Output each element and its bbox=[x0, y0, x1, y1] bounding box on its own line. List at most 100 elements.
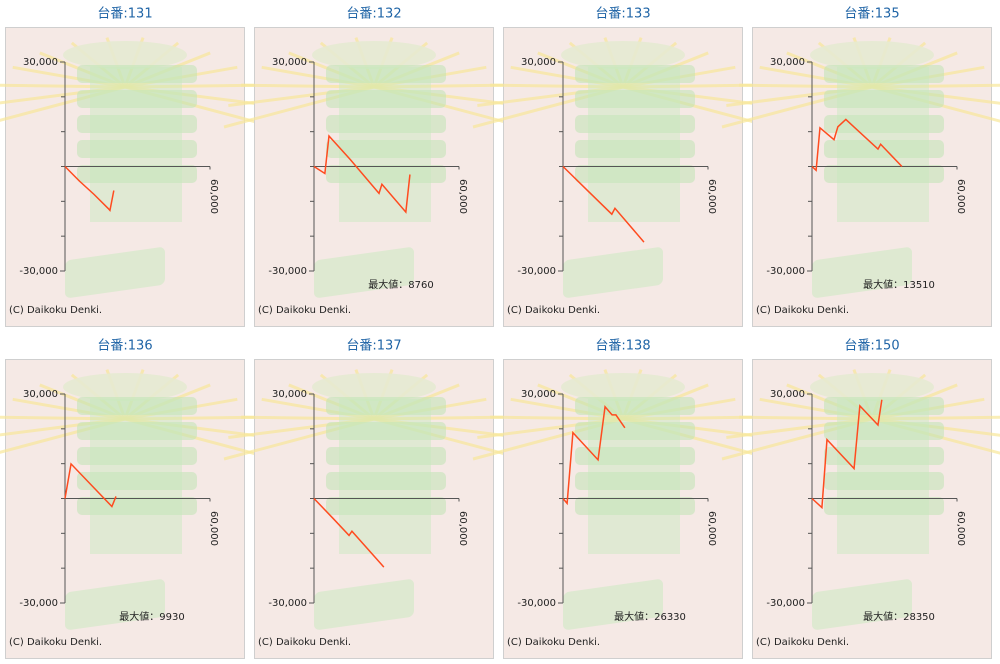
data-line bbox=[313, 134, 411, 214]
background-ray bbox=[373, 83, 507, 89]
background-art bbox=[824, 165, 944, 183]
data-line bbox=[562, 165, 645, 243]
data-line bbox=[562, 405, 626, 506]
background-art bbox=[326, 65, 446, 83]
background-art bbox=[326, 397, 446, 415]
background-ray bbox=[739, 83, 873, 89]
background-art bbox=[575, 165, 695, 183]
credit: (C) Daikoku Denki. bbox=[258, 637, 351, 648]
background-art bbox=[77, 65, 197, 83]
background-art bbox=[575, 90, 695, 108]
credit: (C) Daikoku Denki. bbox=[258, 305, 351, 316]
background-art bbox=[561, 41, 685, 69]
chart-title: 台番:137 bbox=[346, 339, 401, 354]
y-tick-label: 30,000 bbox=[272, 389, 307, 400]
background-art bbox=[63, 41, 187, 69]
background-art bbox=[90, 399, 182, 554]
background-art bbox=[575, 472, 695, 490]
background-ray bbox=[510, 65, 624, 89]
chart-panel: 台番:132 30,000 -30,000 60,000 最大値：8760 (C) Dai… bbox=[223, 7, 525, 327]
y-tick-label: 30,000 bbox=[521, 389, 556, 400]
background-art bbox=[575, 65, 695, 83]
background-art bbox=[312, 373, 436, 401]
credit: (C) Daikoku Denki. bbox=[756, 637, 849, 648]
background-art bbox=[812, 579, 912, 630]
background-art bbox=[314, 579, 414, 630]
x-tick-label: 60,000 bbox=[208, 511, 219, 546]
chart-panel: 台番:131 30,000 -30,000 60,000 (C) Daikoku Den… bbox=[0, 7, 276, 327]
background-art bbox=[63, 373, 187, 401]
y-tick-label: -30,000 bbox=[19, 598, 58, 609]
background-art bbox=[824, 447, 944, 465]
credit: (C) Daikoku Denki. bbox=[507, 305, 600, 316]
y-tick-label: 30,000 bbox=[272, 57, 307, 68]
background-art bbox=[575, 115, 695, 133]
background-art bbox=[561, 373, 685, 401]
background-art bbox=[575, 447, 695, 465]
max-annotation: 最大値：26330 bbox=[614, 610, 686, 623]
background-art bbox=[77, 115, 197, 133]
background-art bbox=[77, 165, 197, 183]
background-ray bbox=[373, 415, 507, 421]
background-art bbox=[563, 247, 663, 298]
background-art bbox=[824, 422, 944, 440]
background-art bbox=[326, 497, 446, 515]
background-ray bbox=[241, 415, 375, 421]
background-art bbox=[575, 140, 695, 158]
data-line bbox=[313, 497, 385, 568]
background-art bbox=[575, 422, 695, 440]
background-art bbox=[339, 399, 431, 554]
background-art bbox=[837, 67, 929, 222]
background-ray bbox=[622, 83, 756, 89]
max-annotation: 最大値：13510 bbox=[863, 278, 935, 291]
background-art bbox=[326, 447, 446, 465]
background-art bbox=[824, 90, 944, 108]
max-annotation: 最大値：28350 bbox=[863, 610, 935, 623]
y-tick-label: -30,000 bbox=[766, 598, 805, 609]
y-tick-label: 30,000 bbox=[23, 389, 58, 400]
y-tick-label: -30,000 bbox=[268, 266, 307, 277]
chart-panel: 台番:136 30,000 -30,000 60,000 最大値：9930 (C) Dai… bbox=[0, 339, 276, 659]
y-tick-label: 30,000 bbox=[770, 57, 805, 68]
chart-panel: 台番:137 30,000 -30,000 60,000 (C) Daikoku Den… bbox=[223, 339, 525, 659]
chart-title: 台番:150 bbox=[844, 339, 899, 354]
chart-title: 台番:136 bbox=[97, 339, 152, 354]
background-art bbox=[824, 472, 944, 490]
background-ray bbox=[871, 83, 1000, 89]
background-ray bbox=[490, 415, 624, 421]
background-art bbox=[824, 140, 944, 158]
data-line bbox=[64, 165, 115, 212]
credit: (C) Daikoku Denki. bbox=[9, 637, 102, 648]
y-tick-label: -30,000 bbox=[766, 266, 805, 277]
background-art bbox=[588, 399, 680, 554]
background-art bbox=[575, 497, 695, 515]
background-art bbox=[65, 579, 165, 630]
x-tick-label: 60,000 bbox=[457, 179, 468, 214]
background-ray bbox=[261, 65, 375, 89]
y-tick-label: -30,000 bbox=[268, 598, 307, 609]
chart-title: 台番:131 bbox=[97, 7, 152, 22]
background-art bbox=[824, 397, 944, 415]
chart-title: 台番:138 bbox=[595, 339, 650, 354]
background-art bbox=[326, 165, 446, 183]
background-art bbox=[810, 373, 934, 401]
background-ray bbox=[759, 397, 873, 421]
y-tick-label: 30,000 bbox=[23, 57, 58, 68]
data-line bbox=[811, 399, 883, 510]
background-art bbox=[90, 67, 182, 222]
data-line bbox=[64, 462, 117, 508]
background-art bbox=[824, 115, 944, 133]
background-art bbox=[77, 472, 197, 490]
background-art bbox=[65, 247, 165, 298]
data-line bbox=[811, 118, 903, 172]
background-art bbox=[326, 472, 446, 490]
background-art bbox=[77, 447, 197, 465]
max-annotation: 最大値：8760 bbox=[368, 278, 433, 291]
background-ray bbox=[241, 83, 375, 89]
chart-panel: 台番:138 30,000 -30,000 60,000 最大値：26330 (C) Da… bbox=[472, 339, 774, 659]
credit: (C) Daikoku Denki. bbox=[756, 305, 849, 316]
background-art bbox=[77, 90, 197, 108]
background-art bbox=[77, 397, 197, 415]
background-art bbox=[824, 497, 944, 515]
